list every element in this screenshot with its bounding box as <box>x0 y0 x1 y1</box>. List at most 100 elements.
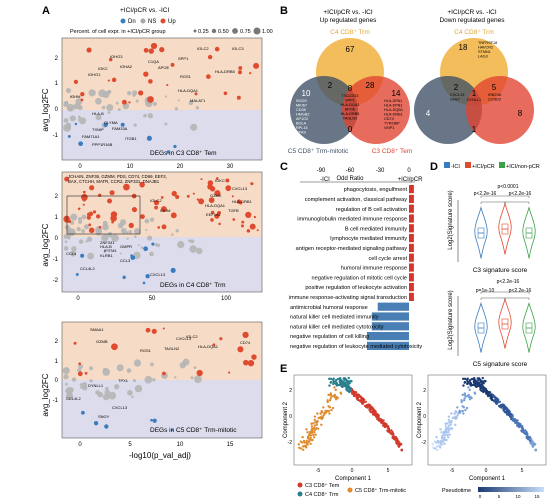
d-violin <box>498 202 512 255</box>
venn-up: C4 CD8⁺ Trm 67 10 14 2 28 0 8 ISG20 MKI6… <box>288 29 413 155</box>
up-point <box>192 192 195 195</box>
up-point <box>246 229 251 233</box>
ns-point <box>190 123 198 131</box>
venn-up-count-center: 8 <box>348 84 353 93</box>
ns-point <box>149 251 154 257</box>
d2-p-left: p=1e-10 <box>476 288 495 294</box>
e-left-ytick-m2: -2 <box>288 440 293 446</box>
e-pseudotime-point <box>521 427 525 430</box>
venn-up-center-gene: HLA-DRB5 <box>341 112 360 116</box>
up-point <box>86 212 92 217</box>
up-point <box>206 74 211 79</box>
c-bar <box>366 341 409 350</box>
a3-xtick-5: 5 <box>128 442 132 448</box>
a2-gene-cxcl13-dn: CXCL13 <box>150 272 166 277</box>
ns-point <box>133 228 141 235</box>
ns-point <box>81 381 88 388</box>
e-pseudotime-point <box>447 415 451 418</box>
e-cell-point <box>301 436 304 439</box>
ns-point <box>88 89 96 97</box>
ns-point <box>77 115 81 119</box>
ns-point <box>102 223 109 231</box>
e-cell-point <box>348 382 351 385</box>
up-point <box>86 215 92 220</box>
e-cell-point <box>313 424 317 427</box>
ns-point <box>171 233 174 236</box>
a1-gene-igc2: IGLC2 <box>197 46 209 51</box>
e-left-ytick-0: 0 <box>289 414 292 420</box>
a3-frame <box>61 321 263 439</box>
up-point <box>162 371 166 376</box>
ns-point <box>190 376 194 380</box>
ns-point <box>103 250 107 253</box>
dn-point <box>93 421 99 426</box>
e-pseudotime-point <box>469 395 472 399</box>
c-tick-m60: -60 <box>346 168 355 174</box>
e-pseudotime-point <box>513 419 516 422</box>
ns-point <box>70 213 78 221</box>
e-right-xlabel: Component 1 <box>469 476 506 482</box>
c-term-label: immunoglobulin mediated immune response <box>297 217 407 223</box>
panel-c-letter: C <box>280 161 288 173</box>
e-pseudotime-point <box>447 424 451 427</box>
ns-point <box>126 237 129 240</box>
e-cell-point <box>333 393 337 397</box>
venn-down-center-right-genes: IRB2VA CCND2 <box>488 93 502 102</box>
a3-title: DEGs in C5 CD8⁺ Trm-mitotic <box>150 427 237 434</box>
e-pseudotime-point <box>460 400 463 404</box>
venn-up-left-gene: BOLA <box>296 122 307 126</box>
a2-zoom-box <box>66 195 141 235</box>
ns-point <box>194 375 202 384</box>
a2-ytick-2: 2 <box>55 194 59 200</box>
e-cell-point <box>372 413 375 416</box>
e-pseudotime-point <box>499 404 502 407</box>
venn-down-count-left: 4 <box>426 109 431 118</box>
e-left-ylabel: Component 2 <box>283 401 289 438</box>
a3-gene-cxcl13: CXCL13 <box>176 336 192 341</box>
dn-point <box>78 141 84 147</box>
a1-xtick-30: 30 <box>227 164 234 170</box>
ns-point <box>87 252 95 260</box>
venn-up-left-gene: MKI67 <box>296 104 307 108</box>
ns-point <box>101 233 109 242</box>
venn-up-count-top-right: 28 <box>366 81 375 90</box>
d-violin <box>498 297 512 349</box>
up-point <box>88 223 92 227</box>
e-pseudotime-point <box>486 392 490 396</box>
ns-point <box>65 390 68 393</box>
ns-point <box>149 217 155 222</box>
up-point <box>231 195 234 198</box>
e-pseudotime-point <box>461 409 464 413</box>
e-cell-point <box>347 389 350 393</box>
e-pseudotime-point <box>443 442 446 446</box>
c-bar <box>409 234 414 243</box>
a1-ytick-0: 0 <box>55 107 59 113</box>
up-point <box>140 214 145 220</box>
e-left-xtick-5: 5 <box>387 468 390 474</box>
d2-p-right: p<2.2e-16 <box>509 288 532 294</box>
up-point <box>209 186 216 192</box>
ns-point <box>81 229 86 234</box>
e-pseudotime-point <box>468 379 472 382</box>
c-bars: phagocytosis, engulfment complement activ… <box>289 185 422 350</box>
e-pseudotime-point <box>464 408 467 412</box>
e-cell-point <box>356 393 359 397</box>
e-cell-point <box>368 407 371 411</box>
e-pseudotime-point <box>467 386 470 389</box>
d-violin <box>522 301 536 353</box>
a1-ytick-m1: -1 <box>53 133 59 139</box>
ns-point <box>102 393 110 401</box>
up-point <box>175 194 180 200</box>
up-point <box>89 185 95 191</box>
up-point <box>123 183 130 191</box>
size-legend-075: 0.75 <box>240 29 251 35</box>
e-cell-point <box>306 436 310 440</box>
e-pseudotime-point <box>454 416 458 420</box>
d1-p-top: p<0.0001 <box>498 184 519 190</box>
venn-down-center-right-gene: IRB2VA <box>488 93 502 97</box>
e-cell-point <box>329 397 332 400</box>
a-ylabel-1: avg_log2FC <box>41 88 50 131</box>
a-xlabel: -log10(p_val_adj) <box>129 451 191 460</box>
a1-gene-iglc3: IGLC3 <box>232 46 244 51</box>
up-point <box>148 48 154 54</box>
